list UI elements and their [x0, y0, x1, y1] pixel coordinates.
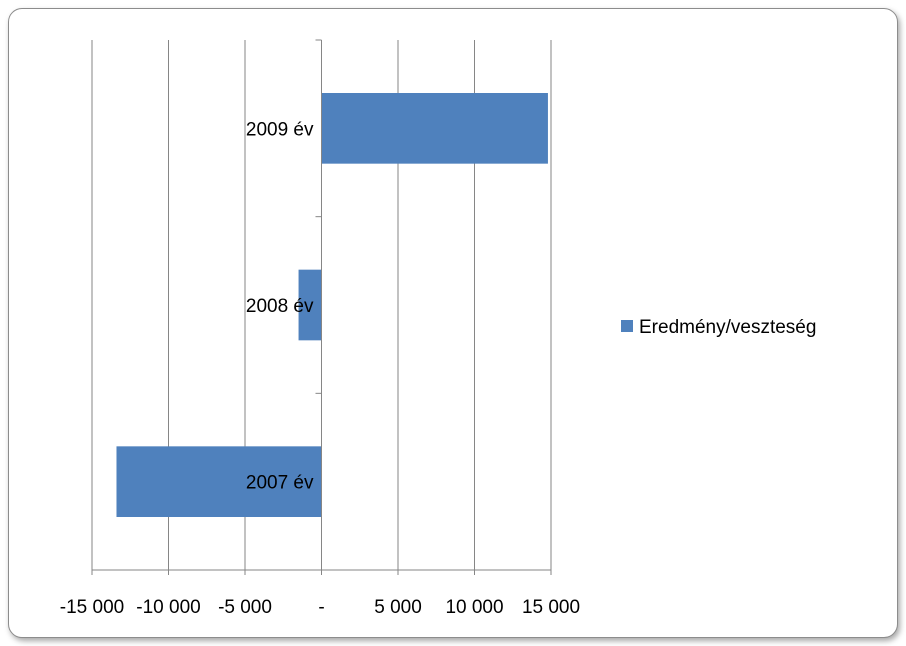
x-tick-label: -15 000: [60, 597, 124, 618]
bars: [116, 93, 548, 517]
x-tick-label: 5 000: [374, 597, 422, 618]
bar: [298, 269, 322, 341]
x-tick-label: -5 000: [218, 597, 272, 618]
bar: [116, 446, 322, 517]
axes: [91, 39, 552, 575]
x-tick-label: -: [318, 597, 324, 618]
legend-swatch: [621, 320, 633, 332]
category-label: 2009 év: [246, 119, 314, 140]
labels: -15 000 -10 000 -5 000-5 000 10 000 15 00020…: [60, 119, 580, 618]
bar: [321, 93, 548, 164]
x-tick-label: 15 000: [522, 597, 580, 618]
category-label: 2007 év: [246, 473, 314, 494]
legend: Eredmény/veszteség: [621, 317, 816, 338]
x-tick-label: 10 000: [445, 597, 503, 618]
category-label: 2008 év: [246, 296, 314, 317]
x-tick-label: -10 000: [136, 597, 200, 618]
legend-label: Eredmény/veszteség: [639, 317, 816, 338]
